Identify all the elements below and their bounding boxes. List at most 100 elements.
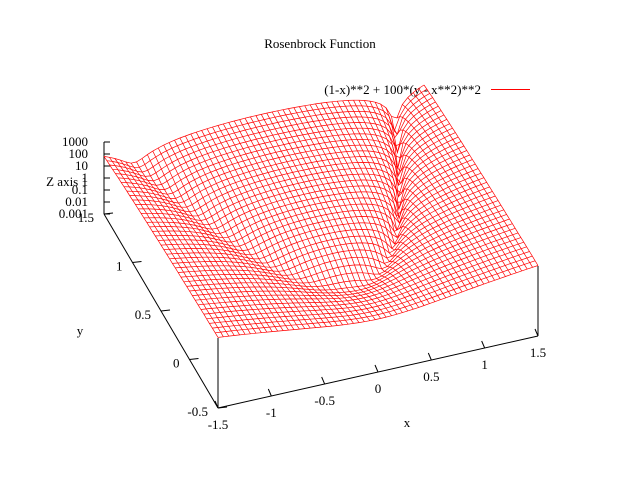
y-axis-label: y: [77, 323, 84, 338]
mesh-line-x: [336, 101, 452, 296]
y-tick-label: 1: [116, 259, 123, 274]
y-tick-mark: [132, 261, 142, 263]
mesh-line-x: [201, 130, 316, 328]
mesh-line-x: [277, 110, 392, 316]
mesh-line-y: [169, 186, 490, 264]
mesh-line-x: [163, 144, 278, 332]
y-tick-mark: [217, 406, 228, 409]
x-tick-label: 0.5: [423, 369, 439, 384]
mesh-line-x: [331, 101, 447, 298]
mesh-line-x: [342, 100, 457, 295]
mesh-line-x: [185, 135, 300, 330]
mesh-line-x: [152, 150, 268, 333]
mesh-line-x: [309, 104, 425, 306]
mesh-line-x: [412, 92, 528, 270]
mesh-line-x: [217, 125, 333, 327]
mesh-line-y: [115, 101, 436, 182]
mesh-line-y: [175, 195, 496, 272]
y-tick-label: -0.5: [187, 404, 208, 419]
mesh-line-x: [347, 100, 463, 293]
mesh-line-y: [206, 246, 527, 320]
mesh-line-y: [143, 145, 465, 226]
mesh-line-y: [209, 251, 530, 324]
mesh-line-x: [190, 133, 306, 329]
mesh-line-y: [109, 93, 430, 173]
mesh-line-y: [132, 127, 453, 208]
mesh-line-x: [385, 107, 501, 279]
mesh-line-x: [358, 100, 474, 289]
mesh-line-y: [138, 136, 459, 217]
mesh-line-x: [282, 109, 398, 315]
legend: (1-x)**2 + 100*(y - x**2)**2: [324, 82, 530, 97]
mesh-line-x: [402, 104, 517, 273]
x-tick-mark: [481, 340, 486, 349]
z-tick-label: 0.001: [59, 206, 88, 221]
mesh-line-x: [260, 114, 376, 320]
x-tick-label: -1.5: [208, 417, 229, 432]
z-tick-label: 1000: [62, 134, 88, 149]
mesh-line-y: [141, 141, 462, 221]
mesh-line-x: [206, 128, 322, 328]
mesh-line-x: [374, 102, 490, 283]
mesh-line-x: [255, 115, 371, 321]
mesh-line-x: [271, 111, 387, 318]
mesh-line-y: [217, 265, 539, 338]
mesh-line-y: [192, 223, 513, 296]
surface-mesh: [103, 84, 539, 338]
mesh-line-y: [212, 255, 533, 329]
x-axis-label: x: [404, 415, 411, 430]
mesh-line-x: [233, 120, 349, 325]
chart-title: Rosenbrock Function: [264, 36, 376, 51]
mesh-line-y: [155, 163, 476, 243]
x-tick-mark: [427, 352, 432, 361]
mesh-line-y: [123, 114, 445, 195]
z-tick-label: 10: [75, 158, 88, 173]
mesh-line-x: [120, 159, 235, 336]
mesh-line-y: [146, 150, 467, 230]
mesh-line-x: [168, 142, 284, 331]
mesh-line-x: [174, 140, 289, 331]
mesh-line-y: [118, 105, 439, 186]
x-tick-label: 1.5: [530, 345, 546, 360]
x-tick-mark: [374, 364, 379, 373]
mesh-line-y: [129, 123, 450, 204]
mesh-line-x: [293, 107, 409, 312]
mesh-line-x: [244, 118, 360, 323]
mesh-line-x: [212, 126, 327, 327]
mesh-line-x: [369, 100, 485, 285]
y-tick-mark: [160, 309, 171, 312]
mesh-line-y: [189, 218, 510, 292]
mesh-line-x: [250, 116, 365, 322]
axes-group: [103, 141, 539, 409]
x-tick-mark: [267, 388, 272, 397]
y-tick-mark: [189, 358, 199, 360]
mesh-line-x: [136, 161, 251, 334]
mesh-line-x: [407, 97, 522, 272]
x-tick-mark: [214, 400, 219, 409]
mesh-line-y: [183, 209, 504, 284]
y-tick-label: 0.5: [135, 307, 151, 322]
mesh-line-y: [200, 237, 522, 310]
mesh-line-y: [180, 204, 502, 280]
mesh-line-x: [179, 137, 295, 330]
mesh-line-x: [239, 119, 354, 324]
mesh-line-x: [222, 123, 338, 326]
mesh-line-y: [163, 177, 485, 256]
mesh-line-x: [418, 88, 533, 268]
mesh-line-y: [198, 232, 519, 306]
mesh-line-y: [215, 260, 536, 334]
y-tick-label: 1.5: [78, 210, 94, 225]
mesh-line-x: [304, 105, 419, 308]
mesh-line-x: [109, 157, 224, 337]
x-tick-mark: [534, 328, 539, 337]
z-tick-label: 0.01: [65, 194, 88, 209]
mesh-line-y: [135, 132, 456, 213]
x-tick-label: -1: [266, 405, 277, 420]
mesh-line-y: [158, 168, 479, 247]
mesh-line-x: [391, 116, 506, 277]
z-tick-label: 0.1: [72, 182, 88, 197]
z-tick-label: 100: [69, 146, 89, 161]
mesh-line-y: [166, 181, 487, 260]
